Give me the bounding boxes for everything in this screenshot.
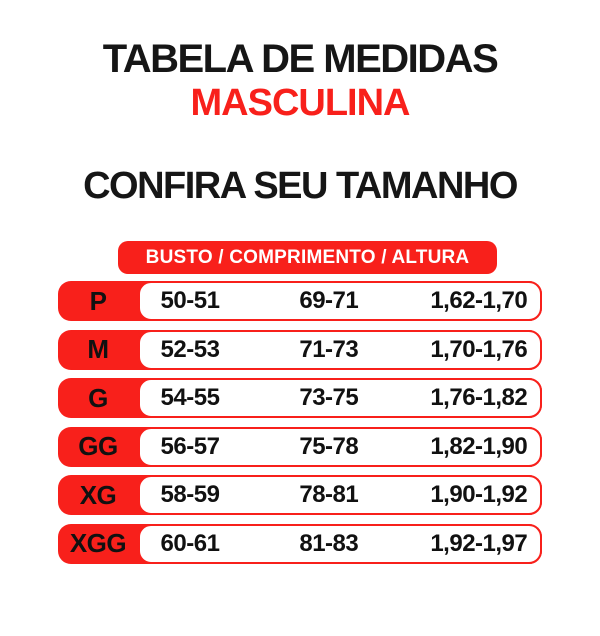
size-row: G 54-55 73-75 1,76-1,82 <box>58 378 542 418</box>
altura-value: 1,62-1,70 <box>430 287 528 314</box>
busto-value: 56-57 <box>160 432 220 460</box>
size-row: XGG 60-61 81-83 1,92-1,97 <box>58 523 542 564</box>
measurement-values-pill: 60-61 81-83 1,92-1,97 <box>138 523 542 564</box>
altura-value: 1,82-1,90 <box>430 432 528 460</box>
page-title: TABELA DE MEDIDAS <box>102 37 499 81</box>
size-label: G <box>88 382 108 413</box>
busto-value: 60-61 <box>160 529 220 557</box>
comprimento-value: 75-78 <box>299 432 359 460</box>
measurement-values-pill: 50-51 69-71 1,62-1,70 <box>138 281 542 321</box>
size-label: XGG <box>69 528 127 558</box>
busto-value: 52-53 <box>160 335 220 363</box>
comprimento-value: 81-83 <box>299 529 359 557</box>
altura-value: 1,76-1,82 <box>430 384 528 411</box>
altura-value: 1,90-1,92 <box>430 481 528 508</box>
comprimento-value: 73-75 <box>299 384 359 411</box>
altura-value: 1,70-1,76 <box>430 335 528 363</box>
size-label: P <box>89 285 107 316</box>
measurement-values-pill: 54-55 73-75 1,76-1,82 <box>138 378 542 418</box>
size-table-body: P 50-51 69-71 1,62-1,70 M 52-53 71-73 1,… <box>58 281 542 564</box>
size-row: XG 58-59 78-81 1,90-1,92 <box>58 475 542 515</box>
measurements-header-label: BUSTO / COMPRIMENTO / ALTURA <box>145 246 470 268</box>
size-label: XG <box>79 479 117 510</box>
size-row: P 50-51 69-71 1,62-1,70 <box>58 281 542 321</box>
comprimento-value: 78-81 <box>299 481 359 508</box>
busto-value: 58-59 <box>160 481 220 508</box>
size-row: GG 56-57 75-78 1,82-1,90 <box>58 426 542 467</box>
subtitle-check-your-size: CONFIRA SEU TAMANHO <box>83 165 518 207</box>
size-label: GG <box>78 431 118 461</box>
measurement-values-pill: 58-59 78-81 1,90-1,92 <box>138 475 542 515</box>
measurement-values-pill: 56-57 75-78 1,82-1,90 <box>138 426 542 467</box>
measurement-values-pill: 52-53 71-73 1,70-1,76 <box>138 329 542 370</box>
altura-value: 1,92-1,97 <box>430 529 528 557</box>
page-title-gender: MASCULINA <box>190 82 411 124</box>
busto-value: 50-51 <box>160 287 220 314</box>
busto-value: 54-55 <box>160 384 220 411</box>
comprimento-value: 69-71 <box>299 287 359 314</box>
comprimento-value: 71-73 <box>299 335 359 363</box>
measurements-header-pill: BUSTO / COMPRIMENTO / ALTURA <box>118 241 497 274</box>
size-row: M 52-53 71-73 1,70-1,76 <box>58 329 542 370</box>
size-label: M <box>87 334 109 364</box>
size-chart-page: TABELA DE MEDIDAS MASCULINA CONFIRA SEU … <box>0 36 600 636</box>
